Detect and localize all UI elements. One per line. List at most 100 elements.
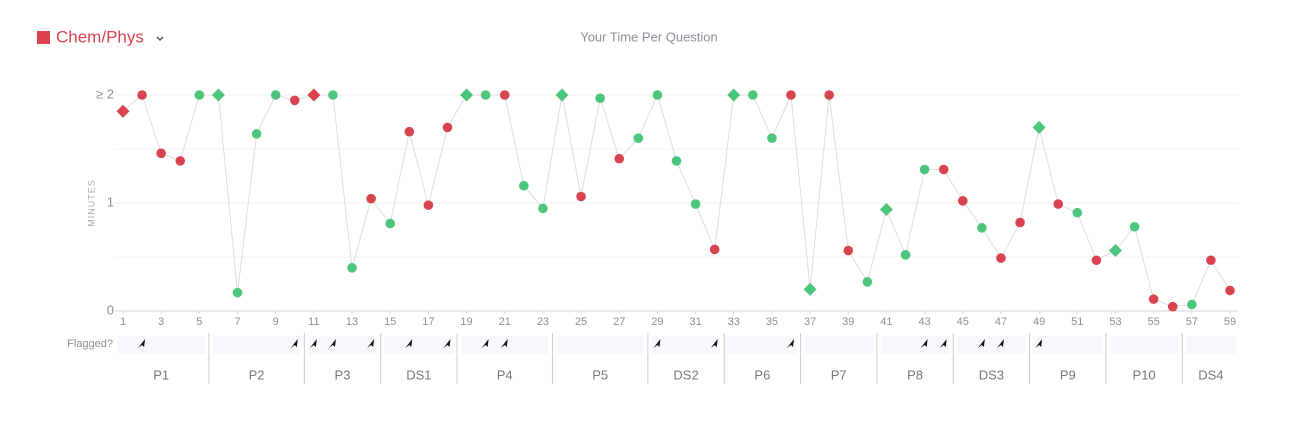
flag-icon <box>500 339 508 348</box>
flag-icon <box>328 339 336 348</box>
question-point <box>862 277 873 287</box>
flag-icon <box>309 339 317 348</box>
x-tick-label: 53 <box>1109 316 1121 328</box>
passage-label: P3 <box>335 367 351 382</box>
question-point <box>519 180 529 191</box>
question-point <box>1167 301 1178 312</box>
flag-icon <box>653 339 661 348</box>
x-tick-label: 39 <box>842 316 854 328</box>
passage-label: P1 <box>153 367 169 382</box>
x-tick-label: 35 <box>766 316 778 328</box>
x-tick-label: 19 <box>460 316 472 328</box>
question-point <box>423 200 434 210</box>
question-point <box>1015 217 1025 228</box>
question-point <box>727 88 741 102</box>
question-point <box>748 90 758 100</box>
question-point <box>977 223 987 233</box>
question-point <box>460 88 474 102</box>
x-tick-label: 51 <box>1071 316 1083 328</box>
passage-label: P7 <box>831 367 847 382</box>
question-point <box>289 95 300 106</box>
question-point <box>480 90 491 100</box>
x-tick-label: 59 <box>1224 316 1236 328</box>
x-tick-label: 45 <box>957 316 969 328</box>
flag-row-band <box>728 336 797 354</box>
x-tick-label: 49 <box>1033 316 1045 328</box>
flag-icon <box>290 339 298 348</box>
x-tick-label: 27 <box>613 316 625 328</box>
question-point <box>900 250 911 260</box>
flag-icon <box>977 339 985 348</box>
flag-row-band <box>880 336 950 354</box>
flag-icon <box>996 339 1004 348</box>
x-tick-label: 33 <box>728 316 740 328</box>
y-tick-label: 1 <box>107 194 114 209</box>
question-point <box>442 122 453 133</box>
question-point <box>957 196 968 206</box>
flag-row-band <box>556 336 644 354</box>
x-tick-label: 55 <box>1148 316 1160 328</box>
question-point <box>614 153 625 164</box>
question-point <box>1072 207 1083 218</box>
question-point <box>555 88 569 102</box>
y-tick-label: ≥ 2 <box>96 86 114 101</box>
x-tick-label: 3 <box>158 316 164 328</box>
question-point <box>786 90 796 100</box>
flag-row-band <box>804 336 873 354</box>
question-point <box>1225 285 1235 296</box>
question-point <box>156 148 166 159</box>
passage-label: P6 <box>754 367 770 382</box>
question-point <box>385 218 396 229</box>
question-point <box>938 164 949 175</box>
y-tick-label: 0 <box>107 302 114 317</box>
question-point <box>690 199 701 209</box>
x-tick-label: 23 <box>537 316 549 328</box>
flag-icon <box>367 339 375 348</box>
question-point <box>232 287 243 298</box>
passage-label: DS2 <box>673 367 698 382</box>
x-tick-label: 9 <box>273 316 279 328</box>
flag-row-band <box>308 336 377 354</box>
subject-selector[interactable]: Chem/Phys <box>56 27 144 46</box>
x-tick-label: 43 <box>918 316 930 328</box>
question-point <box>803 282 817 296</box>
flag-row-band <box>117 336 205 354</box>
flag-icon <box>710 339 718 348</box>
passage-label: DS4 <box>1198 367 1223 382</box>
dropdown-chevron[interactable] <box>156 36 164 42</box>
question-point <box>767 133 777 143</box>
x-tick-label: 7 <box>234 316 240 328</box>
flag-row-band <box>1186 336 1236 354</box>
x-tick-label: 5 <box>196 316 202 328</box>
question-point <box>652 90 663 100</box>
passage-label: DS3 <box>979 367 1004 382</box>
question-point <box>1053 199 1064 209</box>
x-tick-label: 11 <box>308 316 319 328</box>
question-point <box>919 164 930 175</box>
question-point <box>1206 255 1216 266</box>
time-line <box>122 93 1231 308</box>
question-point <box>328 90 338 100</box>
question-point <box>824 90 834 100</box>
question-point <box>499 90 510 100</box>
x-tick-label: 17 <box>422 316 434 328</box>
flag-row-band <box>1109 336 1179 354</box>
flag-icon <box>787 339 795 348</box>
flag-row-band <box>212 336 301 354</box>
question-point <box>175 156 186 166</box>
x-tick-label: 21 <box>499 316 511 328</box>
question-point <box>576 191 586 202</box>
question-point <box>843 245 854 256</box>
question-point <box>1129 221 1140 232</box>
question-point <box>270 90 281 100</box>
question-point <box>538 203 548 214</box>
passage-label: P8 <box>907 367 923 382</box>
question-point <box>633 133 644 143</box>
passage-label: P2 <box>249 367 265 382</box>
x-tick-label: 15 <box>384 316 396 328</box>
question-point <box>211 88 225 102</box>
question-point <box>251 129 262 139</box>
question-point <box>307 88 321 102</box>
question-point <box>595 93 605 104</box>
